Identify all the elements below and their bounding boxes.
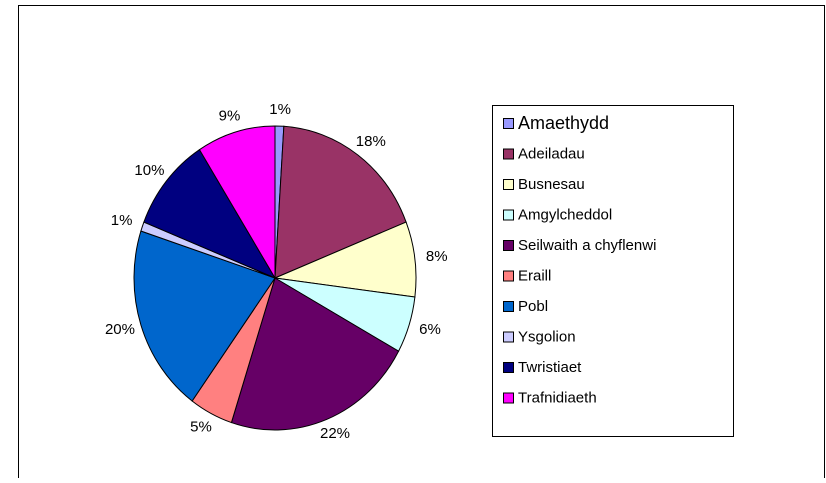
- data-label: 22%: [320, 425, 350, 442]
- legend-label: Twristiaet: [518, 359, 582, 376]
- legend-label: Ysgolion: [518, 328, 576, 345]
- legend-swatch: [503, 331, 514, 343]
- legend-swatch: [503, 118, 514, 129]
- legend-swatch: [503, 270, 514, 282]
- legend-swatch: [503, 209, 514, 221]
- legend-label: Amaethydd: [518, 113, 609, 133]
- legend-label: Busnesau: [518, 176, 585, 193]
- legend-box: [492, 105, 734, 437]
- data-label: 20%: [105, 321, 135, 338]
- legend-label: Pobl: [518, 298, 548, 315]
- pie-slice: [274, 125, 407, 279]
- legend-swatch: [503, 362, 514, 373]
- data-label: 8%: [426, 248, 448, 265]
- legend-label: Amgylcheddol: [518, 206, 612, 223]
- data-label: 1%: [111, 212, 133, 229]
- legend-swatch: [503, 179, 514, 190]
- data-label: 6%: [419, 321, 441, 338]
- data-label: 5%: [190, 419, 212, 436]
- pie-slice: [198, 125, 276, 280]
- legend-swatch: [503, 392, 514, 404]
- pie-slice: [143, 148, 277, 280]
- pie-slice: [133, 230, 276, 402]
- legend-label: Trafnidiaeth: [518, 389, 597, 406]
- data-label: 9%: [219, 108, 241, 125]
- legend-label: Adeiladau: [518, 145, 585, 162]
- legend-swatch: [503, 301, 514, 312]
- data-label: 10%: [134, 162, 164, 179]
- data-label: 1%: [269, 101, 291, 118]
- legend-label: Eraill: [518, 267, 551, 284]
- data-label: 18%: [356, 133, 386, 150]
- legend-label: Seilwaith a chyflenwi: [518, 237, 656, 254]
- legend-swatch: [503, 240, 514, 251]
- legend-swatch: [503, 148, 514, 160]
- pie-slice: [230, 277, 400, 431]
